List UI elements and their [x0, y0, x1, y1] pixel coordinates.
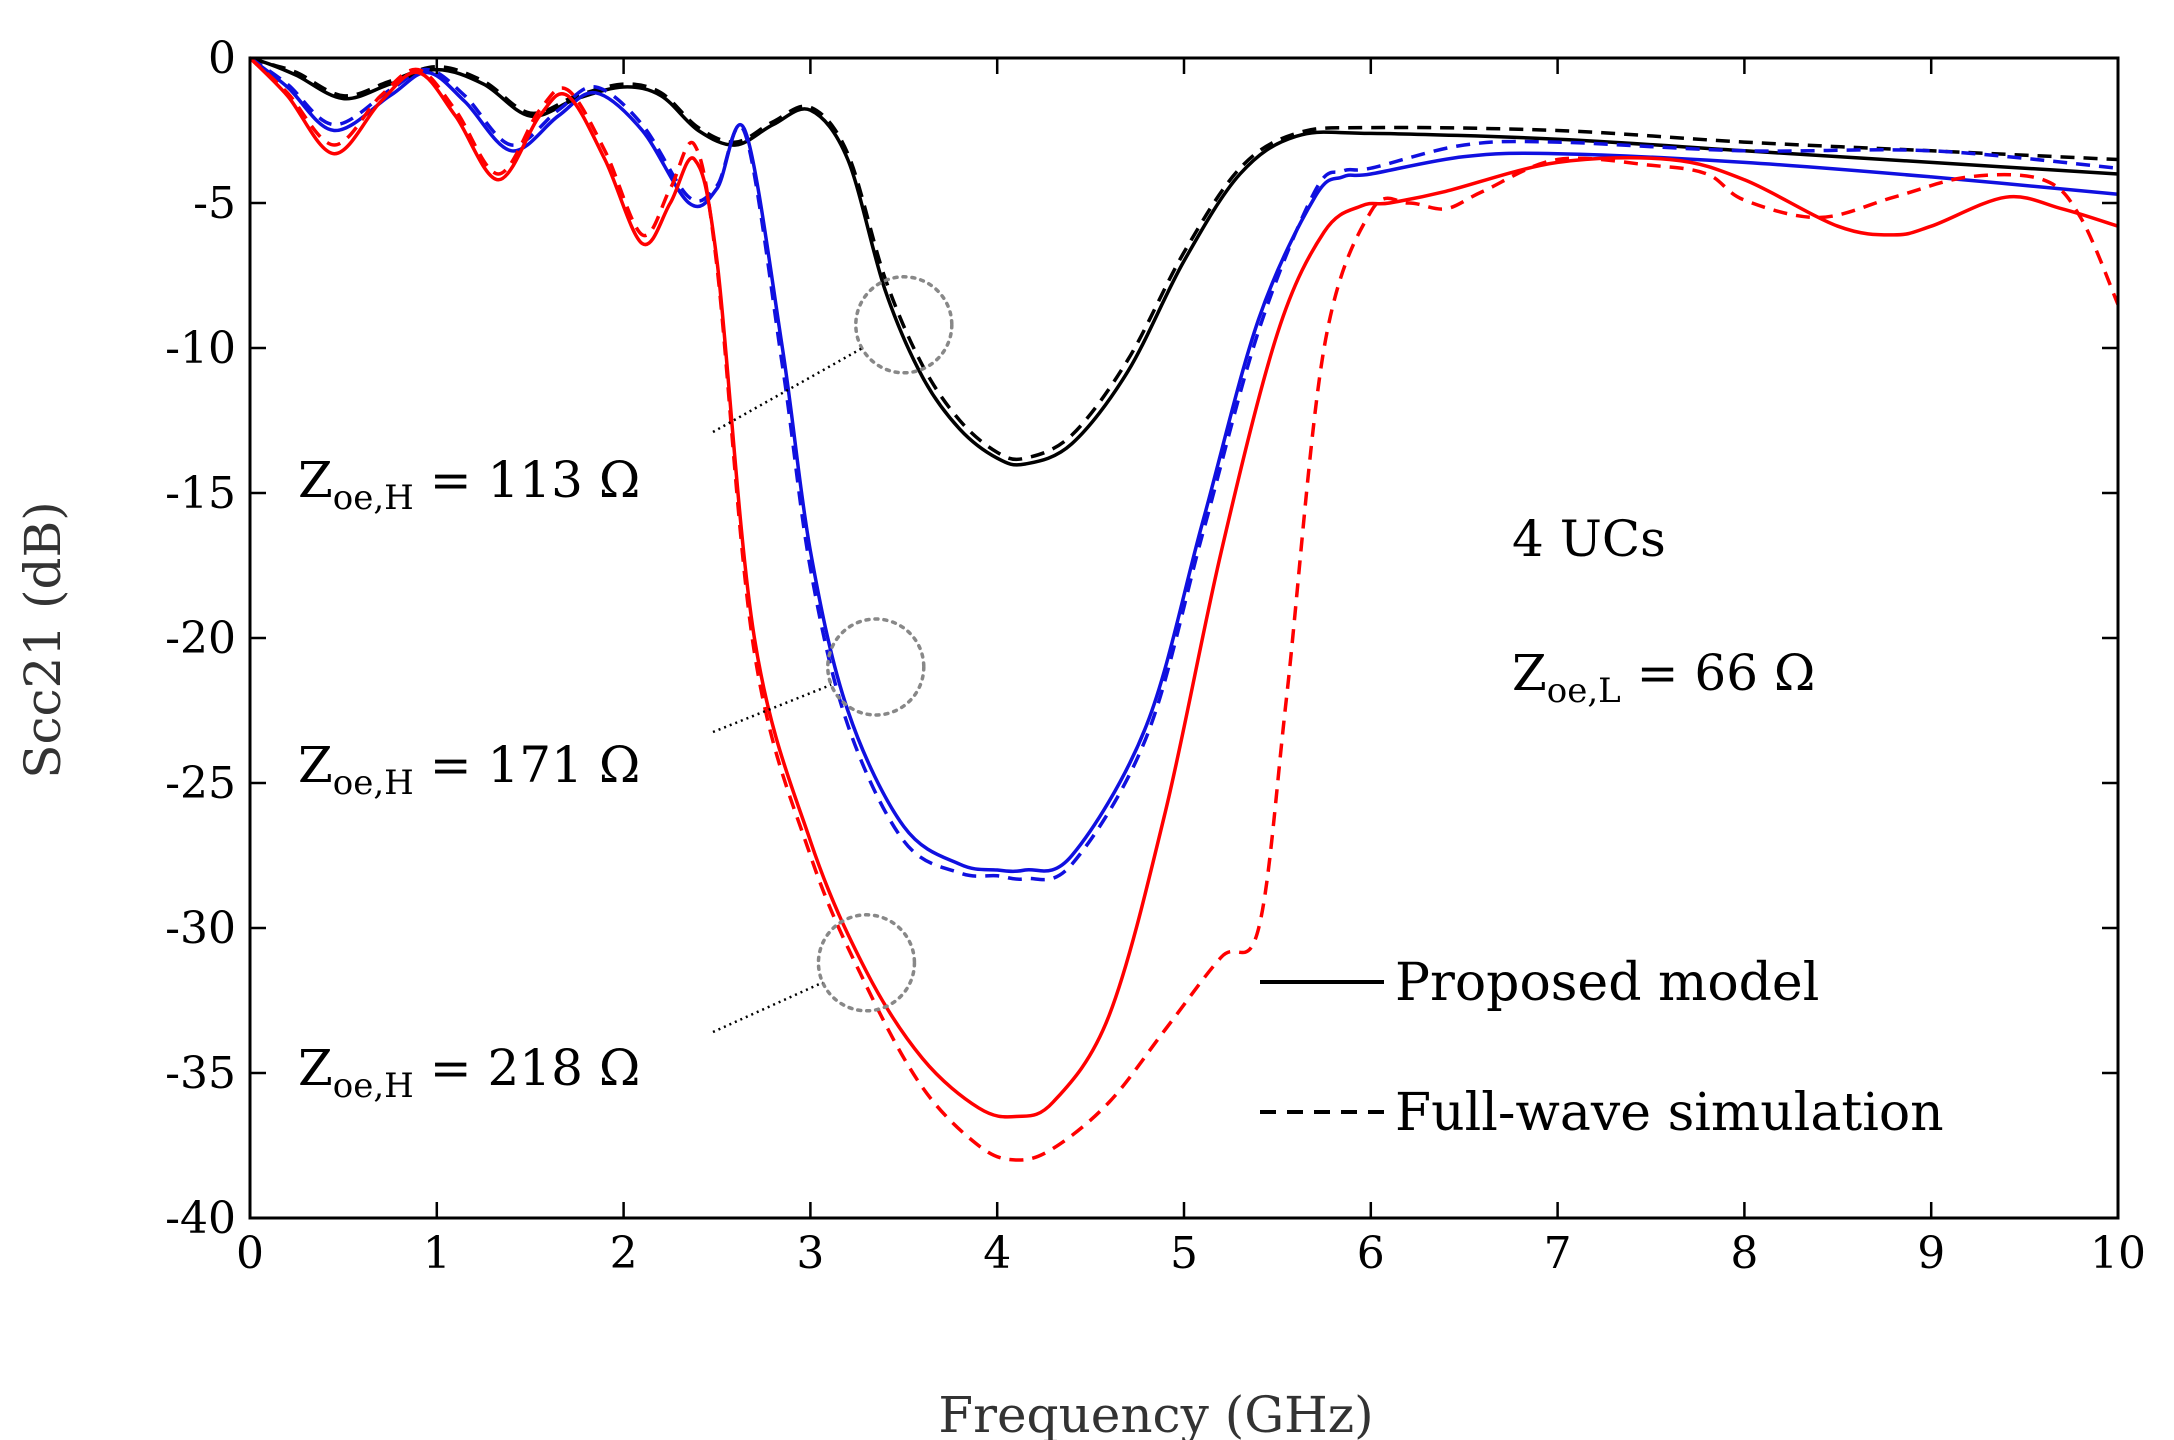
annotation-main: Z	[298, 1039, 333, 1097]
x-tick-label: 10	[2090, 1228, 2146, 1279]
series-line-zoe-h-113-proposed-model	[249, 56, 2119, 467]
series-line-zoe-h-113-full-wave-simulation	[249, 56, 2119, 462]
annotation-circle-2	[816, 913, 917, 1013]
y-tick-label: 0	[208, 33, 236, 84]
annotation-subscript: oe,H	[333, 763, 414, 803]
annotation-leader-line-0	[712, 347, 863, 434]
x-tick-label: 8	[1730, 1228, 1758, 1279]
y-tick-label: -25	[165, 758, 236, 809]
annotation-zoe-h-113: Zoe,H = 113 Ω	[298, 451, 640, 518]
x-tick-label: 3	[796, 1228, 824, 1279]
annotation-leaders	[712, 275, 954, 1034]
annotation-value: = 218 Ω	[414, 1039, 640, 1097]
annotation-subscript: oe,H	[333, 478, 414, 518]
annotation-main: Z	[298, 451, 333, 509]
x-tick-label: 6	[1357, 1228, 1385, 1279]
series-line-zoe-h-218-full-wave-simulation	[248, 56, 2120, 1162]
x-axis-title: Frequency (GHz)	[938, 1386, 1373, 1440]
x-tick-label: 7	[1544, 1228, 1572, 1279]
y-tick-label: -40	[165, 1193, 236, 1244]
y-tick-label: -10	[165, 323, 236, 374]
note-zoe-l-subscript: oe,L	[1547, 671, 1621, 711]
x-axis-ticks: 0 1 2 3 4 5 6 7 8 9 10	[236, 58, 2146, 1279]
annotation-circle-0	[854, 275, 954, 375]
series-line-zoe-h-218-proposed-model	[248, 56, 2119, 1119]
annotation-circle-1	[826, 617, 926, 717]
annotation-main: Z	[298, 736, 333, 794]
annotation-zoe-h-171: Zoe,H = 171 Ω	[298, 736, 640, 803]
y-tick-label: -5	[193, 178, 236, 229]
series-layer	[248, 56, 2120, 1162]
annotation-value: = 113 Ω	[414, 451, 640, 509]
x-tick-label: 4	[983, 1228, 1011, 1279]
note-zoe-l: Zoe,L = 66 Ω	[1512, 644, 1815, 711]
x-tick-label: 2	[610, 1228, 638, 1279]
note-unit-cells: 4 UCs	[1512, 510, 1666, 568]
legend-label-proposed-model: Proposed model	[1395, 953, 1819, 1013]
note-zoe-l-main: Z	[1512, 644, 1547, 702]
x-tick-label: 5	[1170, 1228, 1198, 1279]
note-zoe-l-value: = 66 Ω	[1621, 644, 1816, 702]
annotation-leader-line-2	[712, 981, 824, 1034]
y-tick-label: -20	[165, 613, 236, 664]
x-tick-label: 0	[236, 1228, 264, 1279]
x-tick-label: 9	[1917, 1228, 1945, 1279]
y-tick-label: -30	[165, 903, 236, 954]
y-tick-label: -35	[165, 1048, 236, 1099]
annotation-subscript: oe,H	[333, 1066, 414, 1106]
y-axis-title: Scc21 (dB)	[14, 501, 72, 779]
annotation-value: = 171 Ω	[414, 736, 640, 794]
annotation-zoe-h-218: Zoe,H = 218 Ω	[298, 1039, 640, 1106]
series-line-zoe-h-171-proposed-model	[248, 56, 2119, 874]
y-tick-label: -15	[165, 468, 236, 519]
x-tick-label: 1	[423, 1228, 451, 1279]
y-axis-ticks: 0 -5 -10 -15 -20 -25 -30 -35 -40	[165, 33, 2118, 1244]
series-line-zoe-h-171-full-wave-simulation	[248, 56, 2119, 882]
legend-label-full-wave: Full-wave simulation	[1395, 1083, 1944, 1143]
legend: Proposed model Full-wave simulation	[1260, 953, 1944, 1143]
